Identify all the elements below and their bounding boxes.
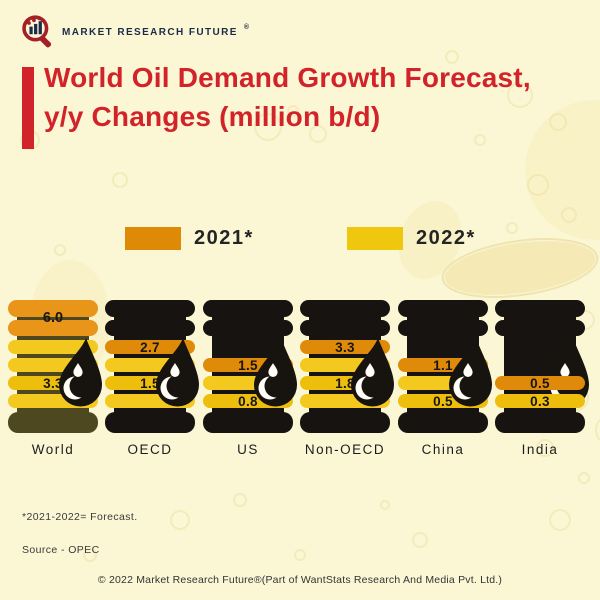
band-value-label: 1.8: [335, 375, 355, 391]
value-band-non-oecd: 3.3: [300, 339, 390, 355]
legend-item-2022: 2022*: [347, 227, 476, 250]
barrel-cap: [300, 320, 390, 336]
brand-logo: MARKET RESEARCH FUTURE ®: [20, 14, 249, 50]
page-title-line1: World Oil Demand Growth Forecast,: [44, 62, 531, 93]
barrel-cap: [105, 320, 195, 336]
value-band-india: 0.3: [495, 393, 585, 409]
barrel-cap: [105, 412, 195, 433]
decorative-band: [8, 340, 98, 354]
copyright-line: © 2022 Market Research Future®(Part of W…: [97, 574, 503, 586]
barrel-cap: [8, 300, 98, 317]
barrel-cap: [495, 412, 585, 433]
legend-item-2021: 2021*: [125, 227, 254, 250]
source-note: Source - OPEC: [22, 544, 100, 556]
value-band-india: 0.5: [495, 375, 585, 391]
barrel-cap: [203, 412, 293, 433]
band-value-label: 0.3: [530, 393, 550, 409]
barrel-cap: [398, 412, 488, 433]
oil-droplet-icon: [442, 336, 492, 412]
oil-droplet-icon: [149, 336, 199, 412]
band-value-label: 1.5: [140, 375, 160, 391]
barrel-cap: [8, 412, 98, 433]
barrel-us: 1.5 0.8 US: [203, 300, 297, 457]
band-value-label: 0.5: [433, 393, 453, 409]
band-value-label: 3.3: [43, 375, 63, 391]
page-title: World Oil Demand Growth Forecast, y/y Ch…: [44, 58, 531, 136]
barrel-cap: [300, 300, 390, 317]
barrel-cap: [398, 320, 488, 336]
barrel-oecd: 2.7 1.5 OECD: [105, 300, 199, 457]
band-value-label: 0.8: [238, 393, 258, 409]
barrel-cap: [203, 300, 293, 317]
brand-registered-mark: ®: [243, 23, 249, 31]
category-label-india: India: [521, 442, 559, 457]
band-value-label: 3.3: [335, 339, 355, 355]
category-label-world: World: [31, 442, 75, 457]
legend-swatch-2022: [347, 227, 403, 250]
category-label-non-oecd: Non-OECD: [304, 442, 386, 457]
magnifier-chart-logo-icon: [20, 14, 56, 50]
band-value-label: 1.1: [433, 357, 453, 373]
legend-label-2022: 2022*: [416, 227, 476, 249]
page-title-line2: y/y Changes (million b/d): [44, 101, 381, 132]
oil-droplet-icon: [247, 336, 297, 412]
barrel-cap: [105, 300, 195, 317]
category-label-us: US: [237, 442, 259, 457]
title-accent-bar: [22, 67, 34, 149]
barrel-cap: [398, 300, 488, 317]
barrel-china: 1.1 0.5 China: [398, 300, 492, 457]
legend-swatch-2021: [125, 227, 181, 250]
brand-name: MARKET RESEARCH FUTURE: [62, 26, 238, 38]
value-band-oecd: 2.7: [105, 339, 195, 355]
barrel-india: 0.5 0.3 India: [495, 300, 589, 457]
barrel-cap: [203, 320, 293, 336]
barrel-cap: [495, 300, 585, 317]
band-value-label: 1.5: [238, 357, 258, 373]
band-value-label: 0.5: [530, 375, 550, 391]
oil-droplet-icon: [344, 336, 394, 412]
band-value-label: 2.7: [140, 339, 160, 355]
legend-label-2021: 2021*: [194, 227, 254, 249]
barrel-cap: [8, 320, 98, 336]
cap-value-label: 6.0: [42, 310, 64, 326]
forecast-footnote: *2021-2022= Forecast.: [22, 511, 138, 523]
barrel-cap: [495, 320, 585, 336]
oil-droplet-icon: [52, 336, 102, 412]
barrel-cap: [300, 412, 390, 433]
barrel-non-oecd: 3.3 1.8 Non-OECD: [300, 300, 394, 457]
barrel-world: 3.3 6.0 World: [8, 300, 102, 457]
category-label-china: China: [421, 442, 465, 457]
category-label-oecd: OECD: [127, 442, 173, 457]
